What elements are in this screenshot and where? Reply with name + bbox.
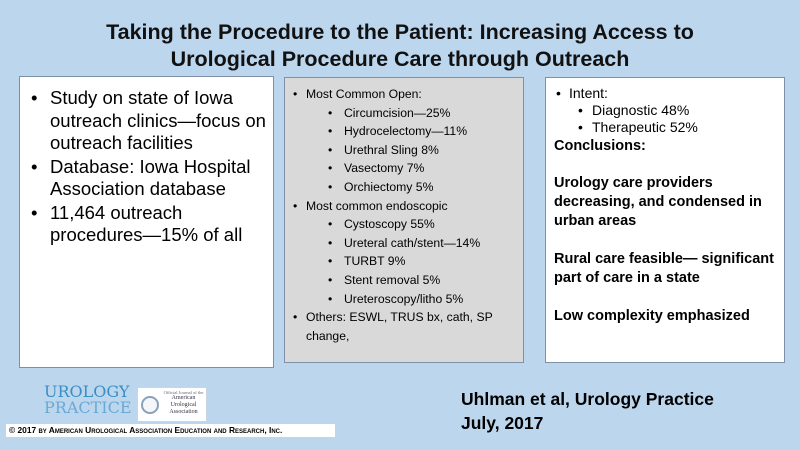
list-item: Ureteroscopy/litho 5% — [306, 290, 517, 309]
conclusion-item: Low complexity emphasized — [554, 308, 750, 324]
list-item: Diagnostic 48% — [554, 102, 778, 119]
citation-line-1: Uhlman et al, Urology Practice — [461, 389, 714, 409]
title-line-1: Taking the Procedure to the Patient: Inc… — [106, 20, 694, 44]
journal-badge-text: Official Journal of the American Urologi… — [161, 390, 206, 416]
aua-seal-icon — [141, 396, 159, 414]
study-bullet-list: Study on state of Iowa outreach clinics—… — [28, 87, 267, 247]
journal-name-2: Urological — [170, 402, 197, 408]
procedures-panel: Most Common Open: Circumcision—25% Hydro… — [284, 77, 524, 363]
open-procedures-list: Circumcision—25% Hydrocelectomy—11% Uret… — [306, 104, 517, 197]
list-item: Therapeutic 52% — [554, 119, 778, 136]
intent-heading: Intent: — [554, 85, 778, 102]
logo-line-1: UROLOGY — [44, 382, 130, 401]
title-line-2: Urological Procedure Care through Outrea… — [170, 47, 630, 71]
citation-line-2: July, 2017 — [461, 413, 544, 433]
list-item: Urethral Sling 8% — [306, 141, 517, 160]
conclusion-item: Urology care providers decreasing, and c… — [554, 175, 762, 229]
list-item: TURBT 9% — [306, 252, 517, 271]
journal-prefix: Official Journal of the — [163, 390, 204, 395]
list-item: Stent removal 5% — [306, 271, 517, 290]
journal-name-1: American — [171, 395, 196, 401]
list-item: Hydrocelectomy—11% — [306, 122, 517, 141]
aua-journal-badge: Official Journal of the American Urologi… — [137, 387, 207, 422]
list-item: Orchiectomy 5% — [306, 178, 517, 197]
list-item: Most Common Open: Circumcision—25% Hydro… — [291, 85, 517, 197]
list-item: Database: Iowa Hospital Association data… — [28, 156, 267, 201]
list-item: Vasectomy 7% — [306, 159, 517, 178]
journal-name-3: Association — [169, 409, 198, 415]
list-item: Circumcision—25% — [306, 104, 517, 123]
citation: Uhlman et al, Urology Practice July, 201… — [461, 387, 714, 435]
procedures-list: Most Common Open: Circumcision—25% Hydro… — [291, 85, 517, 345]
list-item: Ureteral cath/stent—14% — [306, 234, 517, 253]
intent-section: Intent: Diagnostic 48% Therapeutic 52% — [554, 85, 778, 136]
logo-line-2: PRACTICE — [44, 398, 132, 417]
endoscopic-procedures-list: Cystoscopy 55% Ureteral cath/stent—14% T… — [306, 215, 517, 308]
conclusions-label: Conclusions: — [554, 138, 646, 154]
conclusion-item: Rural care feasible— significant part of… — [554, 251, 774, 286]
urology-practice-logo: UROLOGY PRACTICE — [44, 384, 132, 416]
open-heading: Most Common Open: — [306, 87, 422, 101]
conclusions-panel: Intent: Diagnostic 48% Therapeutic 52% C… — [545, 77, 785, 363]
endoscopic-heading: Most common endoscopic — [306, 198, 448, 213]
list-item: 11,464 outreach procedures—15% of all — [28, 202, 267, 247]
list-item: Cystoscopy 55% — [306, 215, 517, 234]
copyright-notice: © 2017 by American Urological Associatio… — [6, 424, 335, 437]
left-panel: Study on state of Iowa outreach clinics—… — [19, 76, 274, 368]
list-item: Study on state of Iowa outreach clinics—… — [28, 87, 267, 155]
slide-title: Taking the Procedure to the Patient: Inc… — [20, 19, 780, 73]
list-item: Others: ESWL, TRUS bx, cath, SP change, — [291, 308, 517, 345]
list-item: Most common endoscopic Cystoscopy 55% Ur… — [291, 197, 517, 309]
